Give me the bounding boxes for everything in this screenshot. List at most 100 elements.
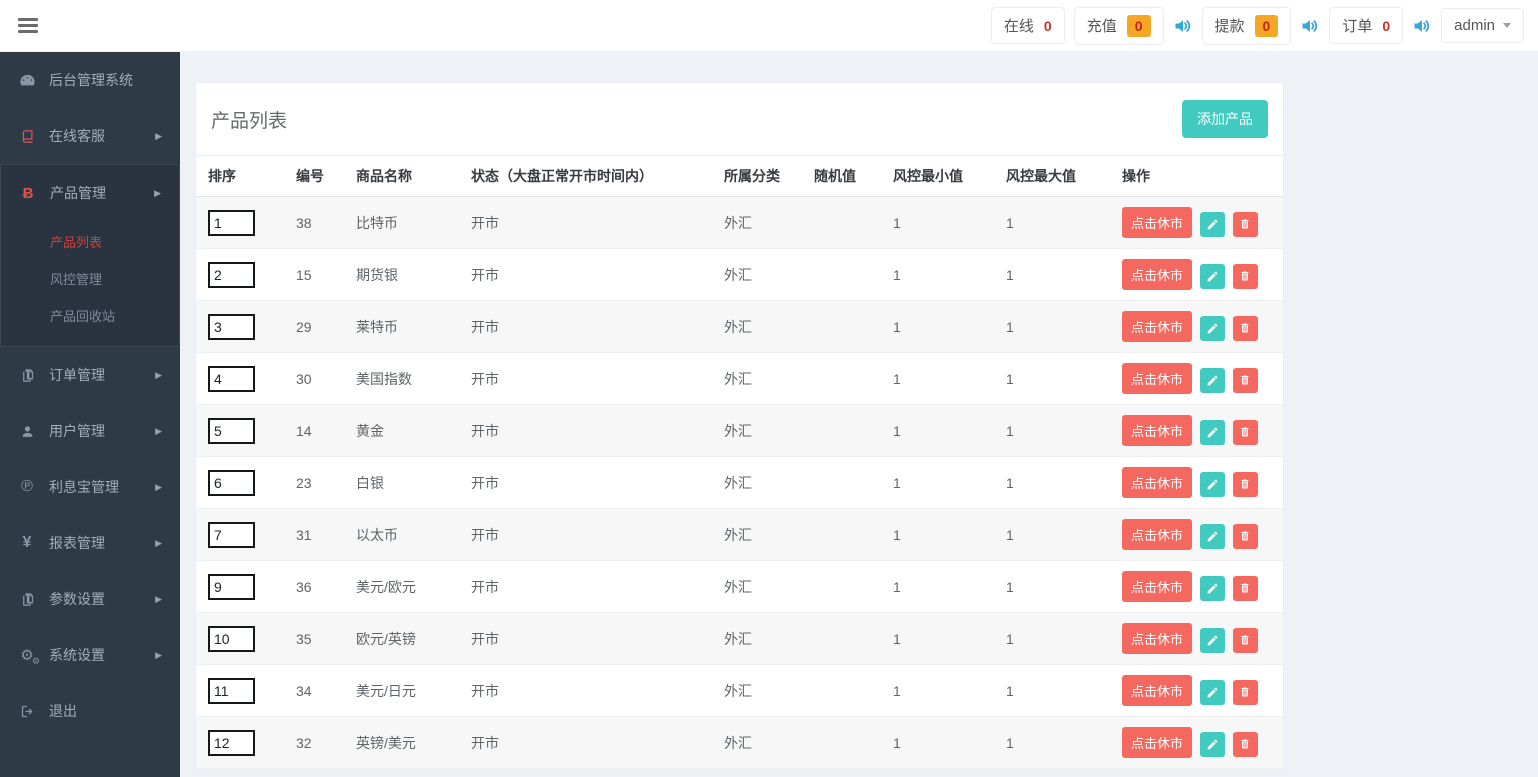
- files-icon: [18, 592, 36, 607]
- edit-button[interactable]: [1199, 523, 1225, 549]
- edit-button[interactable]: [1199, 211, 1225, 237]
- product-random-value: [802, 664, 881, 717]
- delete-button[interactable]: [1232, 471, 1258, 497]
- pencil-icon: [1207, 531, 1218, 542]
- sort-input[interactable]: [208, 313, 255, 340]
- delete-button[interactable]: [1232, 627, 1258, 653]
- edit-button[interactable]: [1199, 575, 1225, 601]
- close-market-button[interactable]: 点击休市: [1122, 311, 1193, 342]
- close-market-button[interactable]: 点击休市: [1122, 207, 1193, 238]
- delete-button[interactable]: [1232, 367, 1258, 393]
- sort-input[interactable]: [208, 469, 255, 496]
- sidebar-brand[interactable]: 后台管理系统: [0, 52, 180, 108]
- edit-button[interactable]: [1199, 367, 1225, 393]
- delete-button[interactable]: [1232, 523, 1258, 549]
- delete-button[interactable]: [1232, 211, 1258, 237]
- sort-input[interactable]: [208, 729, 255, 756]
- product-id: 34: [284, 664, 344, 717]
- close-market-button[interactable]: 点击休市: [1122, 415, 1193, 446]
- yen-icon: ¥: [22, 534, 32, 551]
- risk-max-value: 1: [994, 352, 1110, 405]
- stat-online[interactable]: 在线 0: [990, 7, 1065, 44]
- delete-button[interactable]: [1232, 263, 1258, 289]
- sidebar-item-online-service[interactable]: 在线客服 ▶: [0, 108, 180, 164]
- sidebar-item-product-management[interactable]: Ƀ 产品管理 ▶: [1, 165, 179, 221]
- sort-input[interactable]: [208, 417, 255, 444]
- pencil-icon: [1207, 583, 1218, 594]
- sidebar-item-order-management[interactable]: 订单管理 ▶: [0, 347, 180, 403]
- stat-recharge-count: 0: [1126, 14, 1151, 37]
- sidebar-item-product-list[interactable]: 产品列表: [50, 235, 103, 250]
- chevron-right-icon: ▶: [155, 537, 162, 548]
- product-random-value: [802, 196, 881, 249]
- delete-button[interactable]: [1232, 575, 1258, 601]
- delete-button[interactable]: [1232, 315, 1258, 341]
- close-market-button[interactable]: 点击休市: [1122, 571, 1193, 602]
- product-id: 29: [284, 300, 344, 353]
- delete-button[interactable]: [1232, 419, 1258, 445]
- sidebar-item-system-settings[interactable]: ⚙ ⚙ 系统设置 ▶: [0, 627, 180, 683]
- close-market-button[interactable]: 点击休市: [1122, 727, 1193, 758]
- sidebar-item-user-management[interactable]: 用户管理 ▶: [0, 403, 180, 459]
- edit-button[interactable]: [1199, 731, 1225, 757]
- col-header-random: 随机值: [802, 155, 881, 197]
- edit-button[interactable]: [1199, 315, 1225, 341]
- col-header-status: 状态（大盘正常开市时间内）: [459, 155, 712, 197]
- risk-min-value: 1: [881, 716, 994, 769]
- product-status: 开市: [459, 612, 712, 665]
- chevron-down-icon: [1503, 23, 1511, 28]
- close-market-button[interactable]: 点击休市: [1122, 259, 1193, 290]
- edit-button[interactable]: [1199, 627, 1225, 653]
- risk-max-value: 1: [994, 664, 1110, 717]
- close-market-button[interactable]: 点击休市: [1122, 623, 1193, 654]
- table-row: 15 期货银 开市 外汇 1 1 点击休市: [196, 248, 1283, 301]
- user-menu[interactable]: admin: [1441, 8, 1524, 43]
- sort-input[interactable]: [208, 209, 255, 236]
- edit-button[interactable]: [1199, 679, 1225, 705]
- risk-max-value: 1: [994, 508, 1110, 561]
- edit-button[interactable]: [1199, 471, 1225, 497]
- edit-button[interactable]: [1199, 419, 1225, 445]
- sort-input[interactable]: [208, 677, 255, 704]
- close-market-button[interactable]: 点击休市: [1122, 363, 1193, 394]
- close-market-button[interactable]: 点击休市: [1122, 675, 1193, 706]
- sort-input[interactable]: [208, 625, 255, 652]
- close-market-button[interactable]: 点击休市: [1122, 467, 1193, 498]
- product-category: 外汇: [712, 352, 802, 405]
- product-id: 15: [284, 248, 344, 301]
- speaker-icon[interactable]: [1412, 16, 1432, 36]
- stat-recharge[interactable]: 充值 0: [1073, 6, 1164, 45]
- sort-input[interactable]: [208, 365, 255, 392]
- sidebar-section-products: Ƀ 产品管理 ▶ 产品列表 风控管理 产品回收站: [0, 164, 180, 347]
- sidebar-item-logout[interactable]: 退出: [0, 683, 180, 739]
- sidebar-item-interest-management[interactable]: ℗ 利息宝管理 ▶: [0, 459, 180, 515]
- product-name: 美元/欧元: [344, 560, 459, 613]
- sort-input[interactable]: [208, 261, 255, 288]
- menu-toggle-button[interactable]: [14, 14, 42, 38]
- sidebar-item-product-recycle-bin[interactable]: 产品回收站: [50, 309, 116, 324]
- product-name: 白银: [344, 456, 459, 509]
- sidebar-brand-label: 后台管理系统: [49, 72, 133, 88]
- delete-button[interactable]: [1232, 731, 1258, 757]
- sort-input[interactable]: [208, 521, 255, 548]
- delete-button[interactable]: [1232, 679, 1258, 705]
- product-category: 外汇: [712, 664, 802, 717]
- speaker-icon[interactable]: [1300, 16, 1320, 36]
- product-category: 外汇: [712, 508, 802, 561]
- risk-min-value: 1: [881, 404, 994, 457]
- stat-orders-label: 订单: [1342, 18, 1373, 35]
- close-market-button[interactable]: 点击休市: [1122, 519, 1193, 550]
- stat-orders[interactable]: 订单 0: [1329, 7, 1404, 44]
- sidebar-item-report-management[interactable]: ¥ 报表管理 ▶: [0, 515, 180, 571]
- trash-icon: [1241, 739, 1249, 749]
- table-row: 35 欧元/英镑 开市 外汇 1 1 点击休市: [196, 612, 1283, 665]
- add-product-button[interactable]: 添加产品: [1182, 100, 1268, 138]
- product-name: 黄金: [344, 404, 459, 457]
- speaker-icon[interactable]: [1173, 16, 1193, 36]
- sidebar-item-parameter-settings[interactable]: 参数设置 ▶: [0, 571, 180, 627]
- sidebar-item-risk-management[interactable]: 风控管理: [50, 272, 103, 287]
- stat-withdraw[interactable]: 提款 0: [1201, 6, 1292, 45]
- sort-input[interactable]: [208, 573, 255, 600]
- product-random-value: [802, 352, 881, 405]
- edit-button[interactable]: [1199, 263, 1225, 289]
